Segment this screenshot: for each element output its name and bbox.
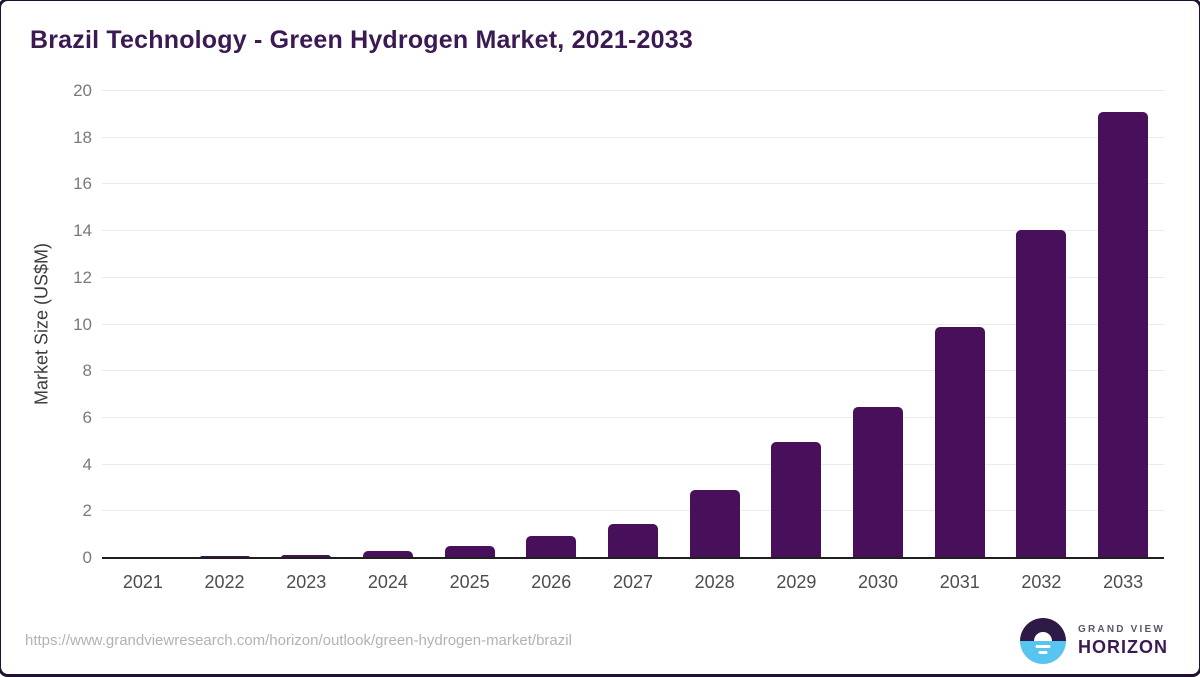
bar-slot-2029 <box>756 91 838 558</box>
bar-slot-2033 <box>1082 91 1164 558</box>
x-tick-label-2031: 2031 <box>919 572 1001 593</box>
plot-area <box>102 91 1164 558</box>
x-axis-line <box>102 557 1164 559</box>
bar-slot-2032 <box>1001 91 1083 558</box>
bar-slot-2027 <box>592 91 674 558</box>
bar-slot-2028 <box>674 91 756 558</box>
bar-slot-2025 <box>429 91 511 558</box>
x-tick-label-2026: 2026 <box>510 572 592 593</box>
reflection-dash <box>1036 645 1051 648</box>
sun-arch-shape <box>1034 632 1052 641</box>
bar-slot-2026 <box>510 91 592 558</box>
y-axis-title: Market Size (US$M) <box>32 243 53 405</box>
y-tick-label-2: 2 <box>56 502 92 520</box>
y-tick-label-8: 8 <box>56 362 92 380</box>
logo-brand-top: GRAND VIEW <box>1078 624 1168 635</box>
x-tick-label-2029: 2029 <box>756 572 838 593</box>
grand-view-horizon-logo: GRAND VIEW HORIZON <box>1020 618 1168 664</box>
y-tick-label-16: 16 <box>56 175 92 193</box>
x-tick-label-2032: 2032 <box>1001 572 1083 593</box>
x-tick-label-2021: 2021 <box>102 572 184 593</box>
y-tick-label-14: 14 <box>56 222 92 240</box>
bar-2028 <box>690 490 740 558</box>
reflection-dash <box>1039 651 1048 654</box>
bar-slot-2022 <box>184 91 266 558</box>
logo-text: GRAND VIEW HORIZON <box>1078 624 1168 658</box>
x-tick-label-2023: 2023 <box>265 572 347 593</box>
y-tick-label-4: 4 <box>56 456 92 474</box>
y-tick-label-18: 18 <box>56 129 92 147</box>
bar-2030 <box>853 407 903 558</box>
y-tick-label-6: 6 <box>56 409 92 427</box>
bar-slot-2031 <box>919 91 1001 558</box>
bar-slot-2023 <box>265 91 347 558</box>
horizon-sun-icon <box>1020 618 1066 664</box>
x-tick-label-2027: 2027 <box>592 572 674 593</box>
bar-2026 <box>526 536 576 558</box>
logo-brand-bottom: HORIZON <box>1078 637 1168 658</box>
x-tick-label-2030: 2030 <box>837 572 919 593</box>
x-tick-label-2022: 2022 <box>184 572 266 593</box>
bar-2033 <box>1098 112 1148 558</box>
bar-2029 <box>771 442 821 558</box>
bar-2027 <box>608 524 658 558</box>
y-tick-label-0: 0 <box>56 549 92 567</box>
bar-2032 <box>1016 230 1066 558</box>
bar-series <box>102 91 1164 558</box>
x-tick-label-2033: 2033 <box>1082 572 1164 593</box>
y-tick-label-20: 20 <box>56 82 92 100</box>
y-tick-label-12: 12 <box>56 269 92 287</box>
y-tick-label-10: 10 <box>56 316 92 334</box>
bar-2031 <box>935 327 985 558</box>
source-url: https://www.grandviewresearch.com/horizo… <box>25 632 572 649</box>
chart-title: Brazil Technology - Green Hydrogen Marke… <box>30 26 693 55</box>
bar-slot-2021 <box>102 91 184 558</box>
x-tick-label-2028: 2028 <box>674 572 756 593</box>
bar-slot-2030 <box>837 91 919 558</box>
x-tick-label-2024: 2024 <box>347 572 429 593</box>
x-tick-label-2025: 2025 <box>429 572 511 593</box>
bar-slot-2024 <box>347 91 429 558</box>
